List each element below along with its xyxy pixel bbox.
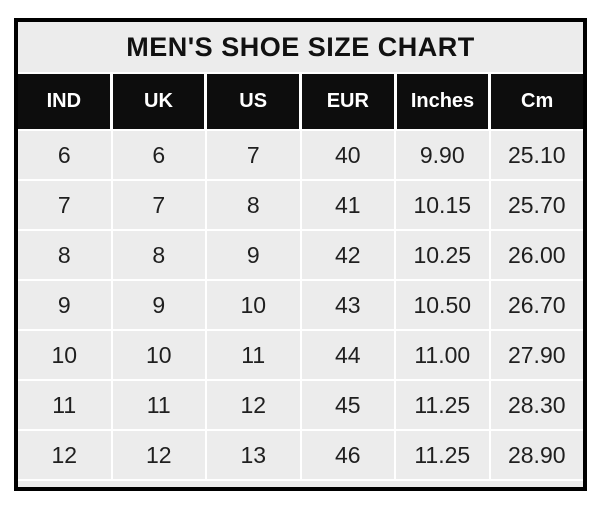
table-cell: 10.50 bbox=[396, 281, 489, 329]
table-cell: 8 bbox=[207, 181, 300, 229]
table-cell: 13 bbox=[207, 431, 300, 479]
table-cell: 11.25 bbox=[396, 381, 489, 429]
table-cell: 9 bbox=[112, 281, 205, 329]
table-cell: 7 bbox=[207, 131, 300, 179]
column-header-cm: Cm bbox=[491, 74, 583, 129]
table-cell: 10 bbox=[112, 331, 205, 379]
table-bottom-strip bbox=[18, 481, 583, 487]
table-cell: 27.90 bbox=[490, 331, 583, 379]
table-cell: 10 bbox=[18, 331, 111, 379]
table-cell: 7 bbox=[112, 181, 205, 229]
table-cell: 26.00 bbox=[490, 231, 583, 279]
table-cell: 25.10 bbox=[490, 131, 583, 179]
column-header-uk: UK bbox=[112, 74, 205, 129]
column-header-us: US bbox=[207, 74, 299, 129]
table-cell: 11 bbox=[207, 331, 300, 379]
table-cell: 45 bbox=[301, 381, 394, 429]
table-cell: 6 bbox=[112, 131, 205, 179]
column-header-eur: EUR bbox=[301, 74, 394, 129]
table-cell: 43 bbox=[301, 281, 394, 329]
table-cell: 42 bbox=[301, 231, 394, 279]
table-cell: 12 bbox=[207, 381, 300, 429]
table-cell: 44 bbox=[301, 331, 394, 379]
table-cell: 25.70 bbox=[490, 181, 583, 229]
table-cell: 9.90 bbox=[396, 131, 489, 179]
table-cell: 26.70 bbox=[490, 281, 583, 329]
table-cell: 41 bbox=[301, 181, 394, 229]
table-body: 6 6 7 40 9.90 25.10 7 7 8 41 10.15 25.70 8 8 9 42 10.25 2… bbox=[18, 131, 583, 479]
chart-title: MEN'S SHOE SIZE CHART bbox=[18, 22, 583, 72]
table-cell: 10 bbox=[207, 281, 300, 329]
table-cell: 11 bbox=[112, 381, 205, 429]
table-cell: 10.25 bbox=[396, 231, 489, 279]
table-cell: 28.90 bbox=[490, 431, 583, 479]
table-cell: 11.00 bbox=[396, 331, 489, 379]
column-header-inches: Inches bbox=[396, 74, 489, 129]
shoe-size-chart-table: MEN'S SHOE SIZE CHART IND UK US EUR Inch… bbox=[14, 18, 587, 491]
table-header-row: IND UK US EUR Inches Cm bbox=[18, 74, 583, 129]
table-cell: 12 bbox=[112, 431, 205, 479]
column-header-ind: IND bbox=[18, 74, 110, 129]
table-cell: 12 bbox=[18, 431, 111, 479]
table-cell: 28.30 bbox=[490, 381, 583, 429]
table-cell: 8 bbox=[18, 231, 111, 279]
table-cell: 10.15 bbox=[396, 181, 489, 229]
table-cell: 46 bbox=[301, 431, 394, 479]
table-cell: 7 bbox=[18, 181, 111, 229]
table-cell: 9 bbox=[207, 231, 300, 279]
table-cell: 6 bbox=[18, 131, 111, 179]
table-cell: 11.25 bbox=[396, 431, 489, 479]
table-cell: 11 bbox=[18, 381, 111, 429]
table-cell: 40 bbox=[301, 131, 394, 179]
table-cell: 9 bbox=[18, 281, 111, 329]
table-cell: 8 bbox=[112, 231, 205, 279]
